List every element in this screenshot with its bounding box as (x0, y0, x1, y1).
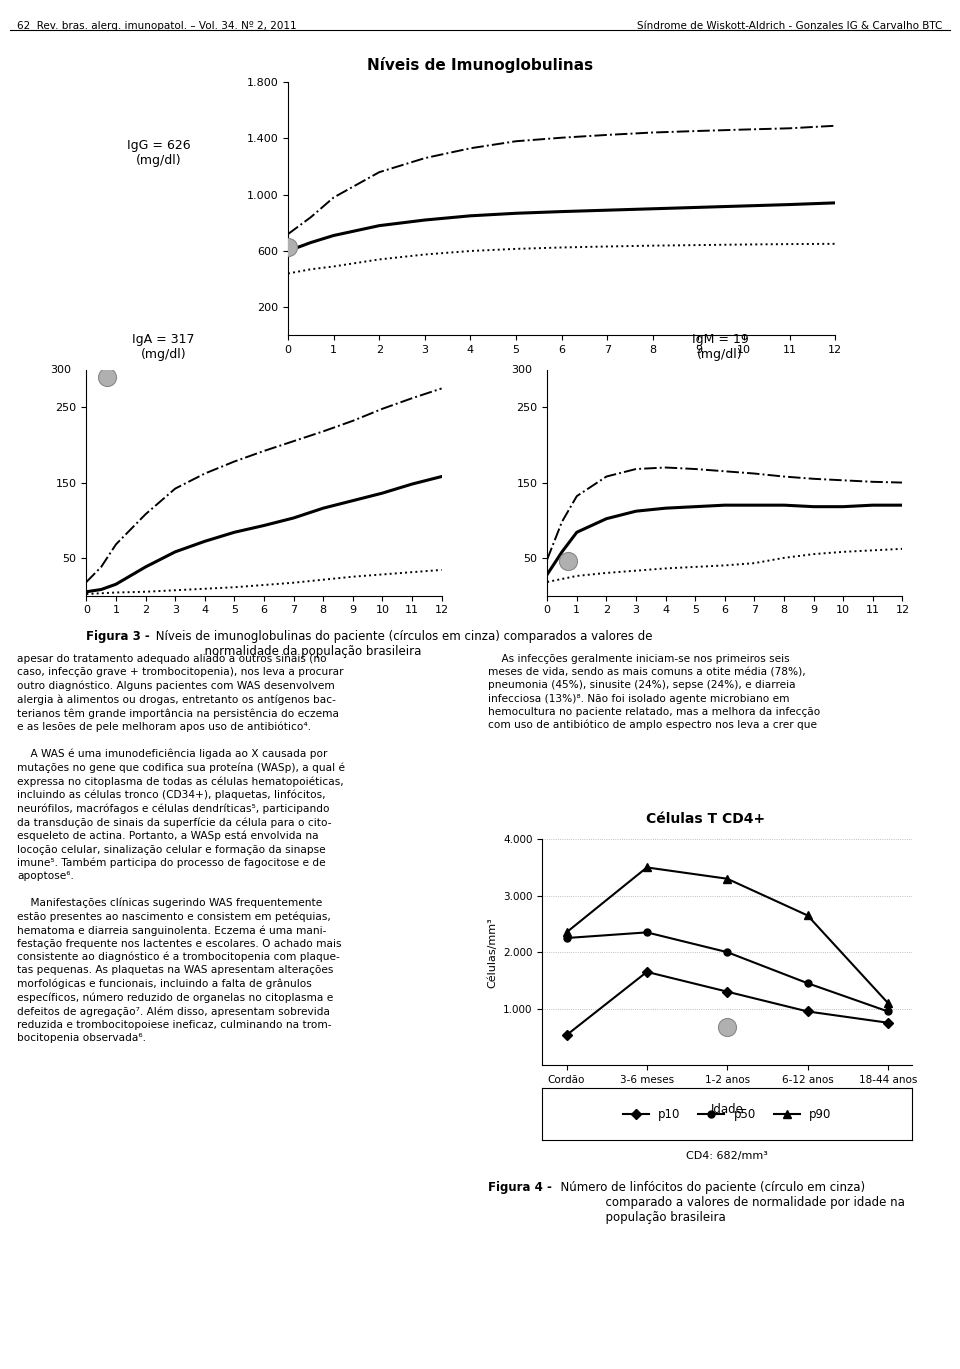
Text: Síndrome de Wiskott-Aldrich - Gonzales IG & Carvalho BTC: Síndrome de Wiskott-Aldrich - Gonzales I… (637, 21, 943, 31)
Text: apesar do tratamento adequado aliado a outros sinais (no
caso, infecção grave + : apesar do tratamento adequado aliado a o… (17, 654, 346, 1043)
Text: Figura 3 -: Figura 3 - (86, 630, 150, 642)
Text: CD4: 682/mm³: CD4: 682/mm³ (686, 1151, 768, 1161)
Text: Níveis de imunoglobulinas do paciente (círculos em cinza) comparados a valores d: Níveis de imunoglobulinas do paciente (c… (152, 630, 652, 657)
Text: Idade: Idade (710, 1103, 744, 1116)
Legend: p10, p50, p90: p10, p50, p90 (620, 1106, 834, 1123)
Text: Células T CD4+: Células T CD4+ (646, 812, 765, 826)
Text: IgA = 317
(mg/dl): IgA = 317 (mg/dl) (132, 334, 195, 361)
Text: 62  Rev. bras. alerg. imunopatol. – Vol. 34. Nº 2, 2011: 62 Rev. bras. alerg. imunopatol. – Vol. … (17, 21, 297, 31)
Text: 300: 300 (512, 364, 533, 375)
Text: Figura 4 -: Figura 4 - (488, 1181, 552, 1194)
Text: IgM = 19
(mg/dl): IgM = 19 (mg/dl) (691, 334, 749, 361)
Text: Número de linfócitos do paciente (círculo em cinza)
              comparado a va: Número de linfócitos do paciente (círcul… (553, 1181, 905, 1224)
Text: 300: 300 (51, 364, 72, 375)
Text: IgG = 626
(mg/dl): IgG = 626 (mg/dl) (127, 140, 190, 167)
Y-axis label: Células/mm³: Células/mm³ (488, 917, 497, 987)
Text: As infecções geralmente iniciam-se nos primeiros seis
meses de vida, sendo as ma: As infecções geralmente iniciam-se nos p… (488, 654, 820, 730)
Text: Níveis de Imunoglobulinas: Níveis de Imunoglobulinas (367, 57, 593, 74)
